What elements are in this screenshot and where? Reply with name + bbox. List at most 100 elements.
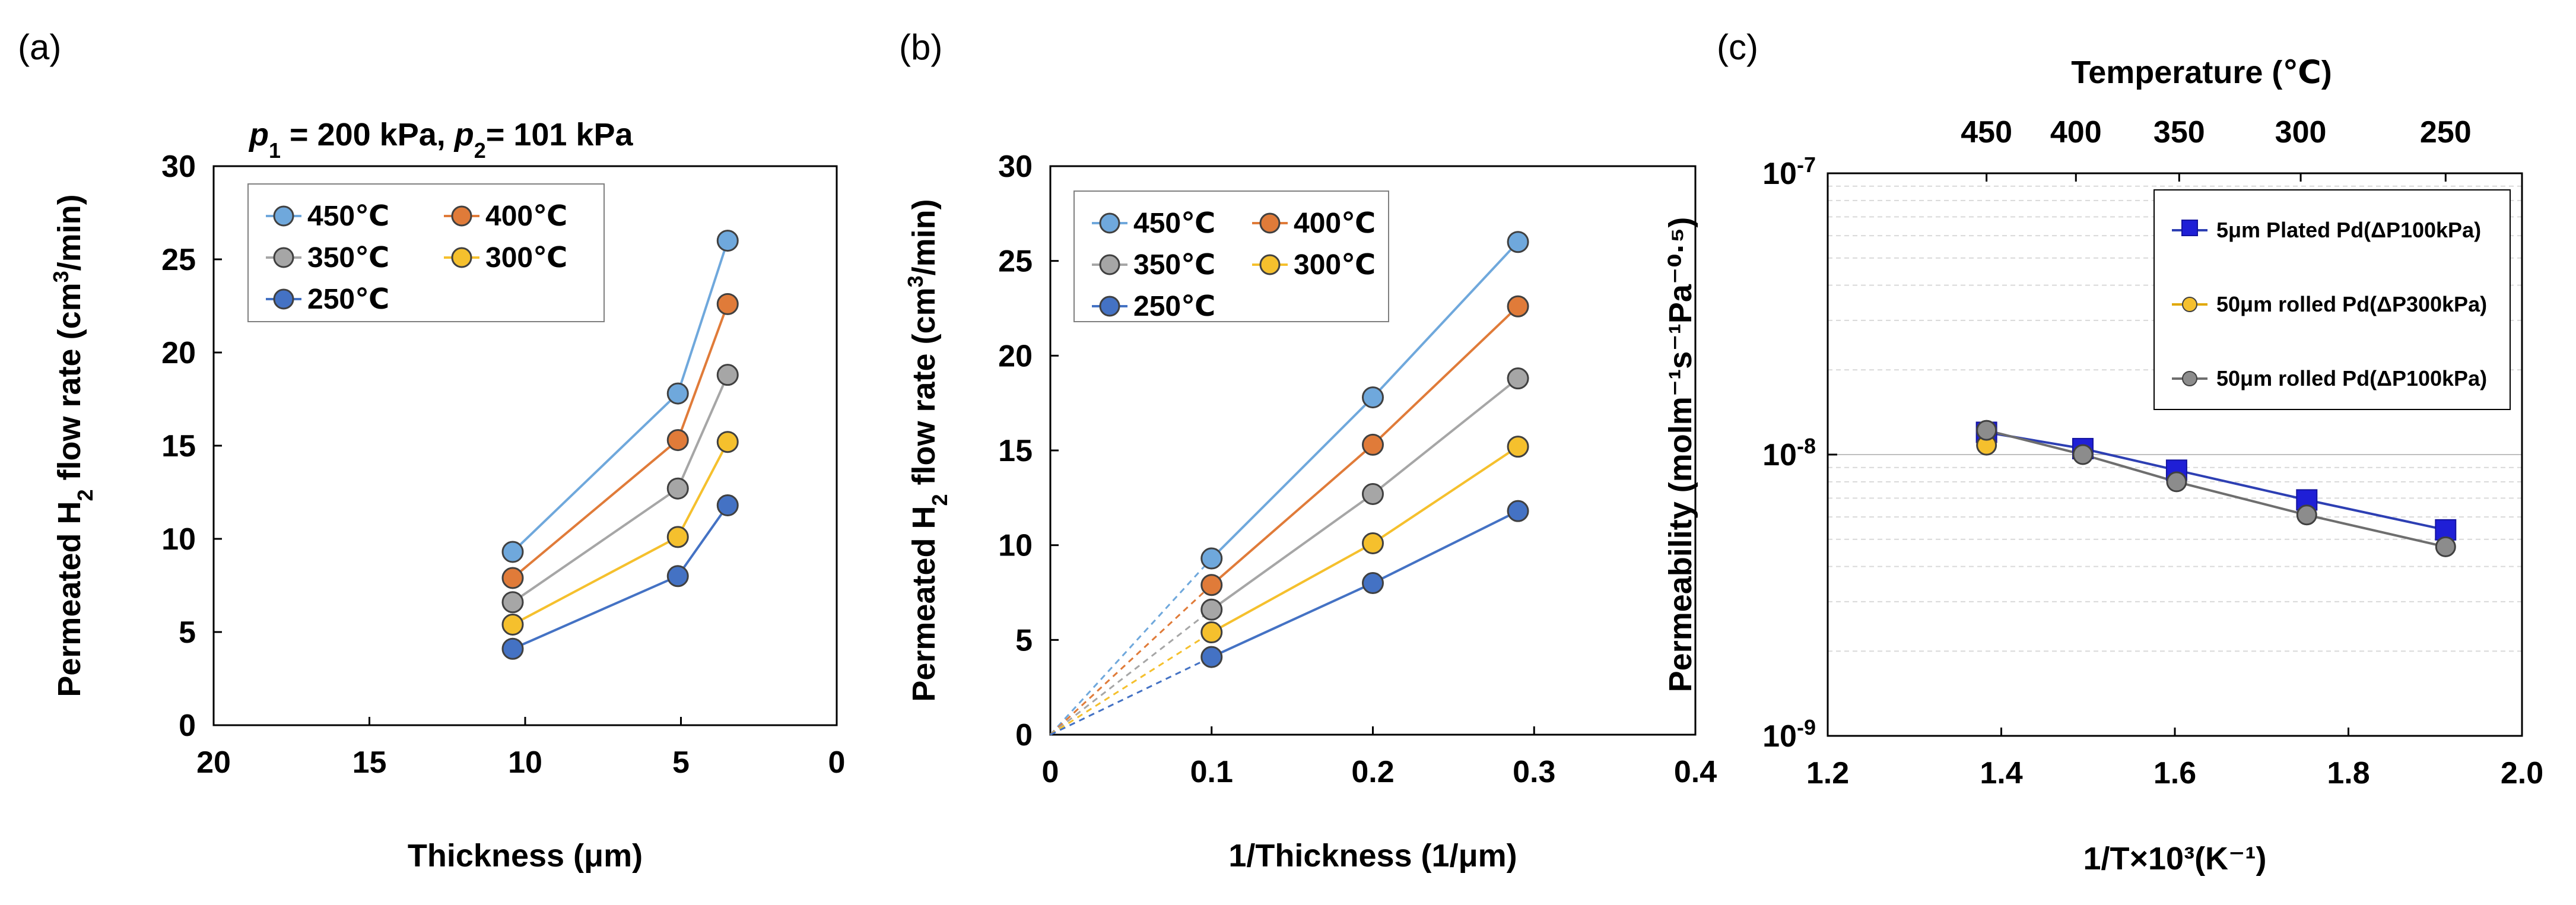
legend-label: 350℃ xyxy=(1133,249,1215,281)
legend-label: 350℃ xyxy=(307,242,389,274)
legend-box xyxy=(1073,190,1389,322)
y-tick-label: 0 xyxy=(1015,718,1033,752)
data-point xyxy=(716,230,739,252)
y-tick-label: 10-7 xyxy=(1762,153,1816,192)
legend-label: 400℃ xyxy=(1294,208,1376,239)
legend-label: 300℃ xyxy=(1294,249,1376,281)
legend-marker xyxy=(1259,254,1281,275)
y-tick-label: 0 xyxy=(179,709,196,743)
data-point xyxy=(1362,433,1384,456)
y-tick-label: 20 xyxy=(998,339,1033,373)
x-tick-label: 15 xyxy=(352,745,387,780)
data-point xyxy=(1362,482,1384,505)
pressure-annotation: p1 = 200 kPa, p2= 101 kPa xyxy=(248,117,634,163)
legend-marker xyxy=(273,288,294,310)
data-point xyxy=(501,591,524,614)
legend-marker xyxy=(273,205,294,227)
data-point xyxy=(501,567,524,589)
data-point xyxy=(1507,231,1529,253)
y-axis-title: Permeated H2 flow rate (cm3/min) xyxy=(903,199,952,701)
y-tick-label: 25 xyxy=(998,244,1033,279)
x-tick-label: 1.6 xyxy=(2153,756,2196,790)
extrapolation-line xyxy=(1049,558,1212,736)
top-tick-label: 350 xyxy=(2153,115,2205,150)
legend-box xyxy=(2153,189,2511,410)
y-axis-title: Permeability (molm⁻¹s⁻¹Pa⁻⁰·⁵) xyxy=(1663,217,1698,693)
data-point xyxy=(1200,646,1223,668)
top-axis-title: Temperature (℃) xyxy=(2071,55,2332,90)
panel-label: (b) xyxy=(899,27,942,67)
legend-marker xyxy=(1259,212,1281,234)
y-tick-label: 10 xyxy=(161,522,196,557)
top-tick-label: 250 xyxy=(2420,115,2472,150)
y-tick-label: 15 xyxy=(998,434,1033,468)
y-tick-label: 10-9 xyxy=(1762,715,1816,754)
x-tick-label: 0.4 xyxy=(1674,755,1717,789)
data-point xyxy=(1507,436,1529,458)
x-axis-title: 1/Thickness (1/μm) xyxy=(1228,838,1517,874)
data-point xyxy=(716,364,739,386)
data-point xyxy=(1976,420,1997,441)
data-point xyxy=(2435,536,2456,557)
panel-label: (c) xyxy=(1717,27,1758,67)
legend-label: 450℃ xyxy=(307,201,389,232)
legend-marker xyxy=(273,247,294,268)
legend-box xyxy=(247,183,605,322)
y-tick-label: 15 xyxy=(161,429,196,463)
panel-b-inverse-thickness-chart: (b) 0 5 10 15 20 25 30 0 0.1 0.2 0.3 0.4 1/Thickness … xyxy=(899,27,1717,874)
series-line xyxy=(512,441,729,626)
x-tick-label: 0.1 xyxy=(1190,755,1233,789)
data-point xyxy=(1507,295,1529,317)
legend-label: 5μm Plated Pd(ΔP100kPa) xyxy=(2216,218,2481,242)
extrapolation-line xyxy=(1049,584,1212,736)
extrapolation-line xyxy=(1050,609,1212,736)
series-line xyxy=(512,303,729,579)
legend-label: 400℃ xyxy=(485,201,567,232)
x-tick-label: 0.3 xyxy=(1513,755,1555,789)
data-point xyxy=(666,565,689,588)
series-line xyxy=(1986,429,2446,548)
y-tick-label: 10 xyxy=(998,529,1033,563)
data-point xyxy=(1362,532,1384,554)
data-point xyxy=(501,613,524,636)
data-point xyxy=(1200,547,1223,570)
top-tick-label: 400 xyxy=(2050,115,2102,150)
panel-a-thickness-chart: (a) 0 5 10 15 20 25 30 20 15 10 5 0 Thickness (μm) Per… xyxy=(18,27,845,874)
x-tick-label: 1.4 xyxy=(1980,756,2022,790)
data-point xyxy=(1362,572,1384,595)
data-point xyxy=(1200,574,1223,596)
legend-label: 50μm rolled Pd(ΔP300kPa) xyxy=(2216,292,2487,316)
panel-label: (a) xyxy=(18,27,61,67)
y-tick-label: 20 xyxy=(161,336,196,370)
x-tick-label: 0 xyxy=(1042,755,1059,789)
x-axis-title: Thickness (μm) xyxy=(408,838,643,874)
legend-label: 250℃ xyxy=(307,284,389,315)
data-point xyxy=(1200,621,1223,644)
legend-marker xyxy=(2182,371,2197,386)
x-tick-label: 1.2 xyxy=(1806,756,1849,790)
data-point xyxy=(1507,367,1529,390)
legend-label: 50μm rolled Pd(ΔP100kPa) xyxy=(2216,366,2487,390)
extrapolation-line xyxy=(1050,656,1212,736)
y-tick-label: 5 xyxy=(1015,623,1033,658)
data-point xyxy=(666,526,689,548)
x-tick-label: 1.8 xyxy=(2327,756,2369,790)
y-tick-label: 30 xyxy=(161,150,196,184)
data-point xyxy=(666,429,689,452)
x-tick-label: 20 xyxy=(196,745,231,780)
x-tick-label: 2.0 xyxy=(2501,756,2543,790)
data-point xyxy=(666,477,689,500)
legend-marker xyxy=(2182,297,2197,312)
y-axis-title: Permeated H2 flow rate (cm3/min) xyxy=(49,194,97,697)
data-point xyxy=(2296,504,2317,526)
y-tick-label: 25 xyxy=(161,243,196,277)
data-point xyxy=(716,494,739,516)
data-point xyxy=(2072,444,2094,465)
legend-marker xyxy=(2181,220,2198,236)
y-tick-label: 10-8 xyxy=(1762,434,1816,473)
data-point xyxy=(1507,500,1529,522)
legend-label: 450℃ xyxy=(1133,208,1215,239)
y-tick-label: 5 xyxy=(179,615,196,650)
x-tick-label: 10 xyxy=(508,745,542,780)
